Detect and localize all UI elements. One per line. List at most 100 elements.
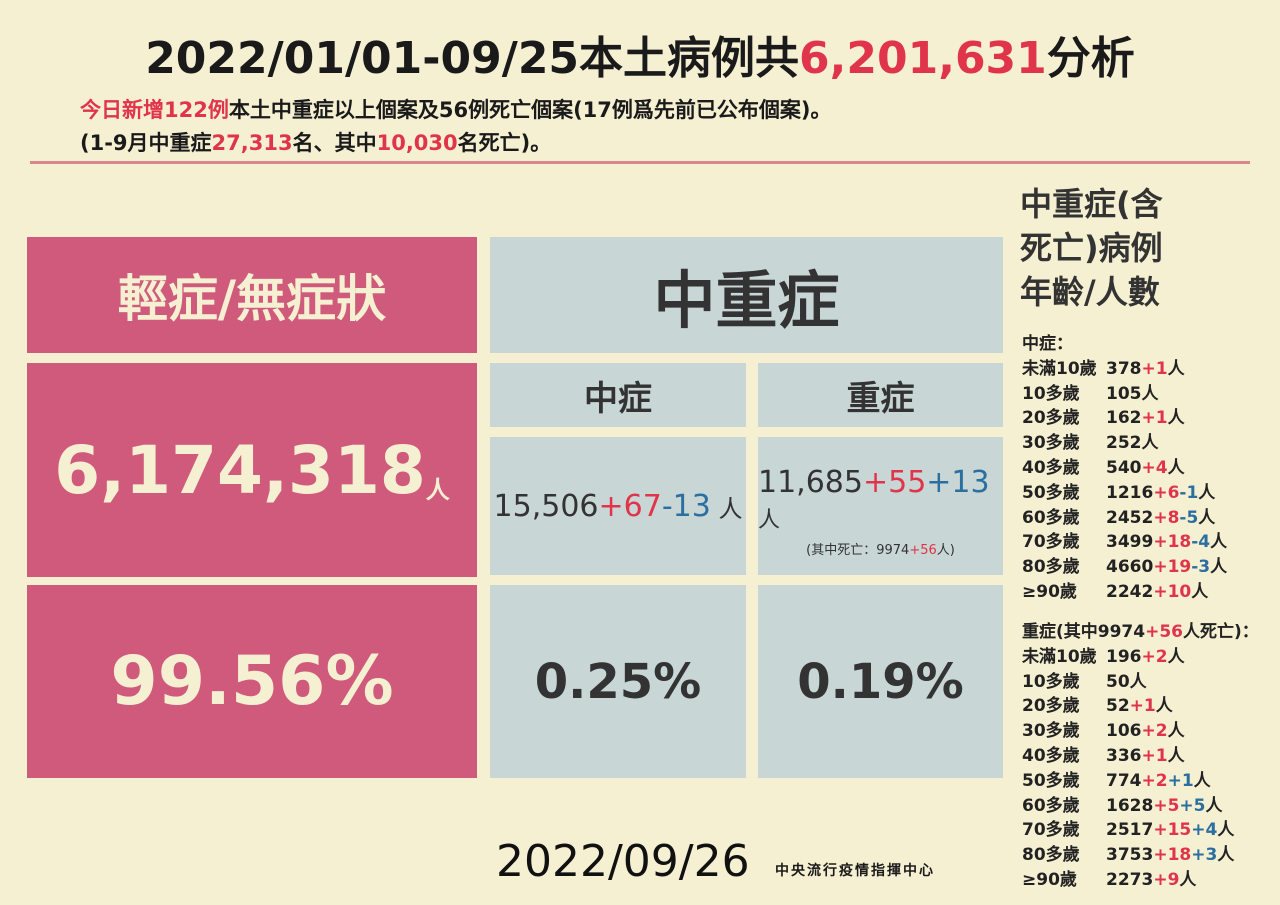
age-row: 60多歲 1628+5+5人: [1022, 794, 1259, 819]
count-line: 11,685+55+13 人: [758, 465, 1003, 535]
count: 50: [1106, 671, 1130, 692]
change: -3: [1191, 557, 1211, 578]
count: 3499: [1106, 532, 1154, 553]
header: 重症: [846, 378, 915, 419]
highlight: 27,313: [211, 131, 293, 155]
unit: 人: [1129, 671, 1147, 692]
count: 540: [1106, 457, 1142, 478]
unit: 人: [1167, 745, 1185, 766]
unit: 人: [1167, 408, 1185, 429]
header: 輕症/無症狀: [117, 270, 387, 328]
age-row: 40多歲 336+1人: [1022, 744, 1259, 769]
change: +6: [1153, 482, 1180, 503]
title-total: 6,201,631: [799, 33, 1047, 84]
age-row: 50多歲 1216+6-1人: [1022, 481, 1227, 506]
age: 未滿10歲: [1022, 646, 1097, 667]
subtitle: (1-9月中重症27,313名、其中10,030名死亡)。: [80, 127, 551, 157]
moderate-percent: 0.25%: [490, 585, 746, 778]
agency: 中央流行疫情指揮中心: [775, 863, 935, 879]
note-add: +56: [909, 542, 937, 558]
change: +4: [1141, 457, 1168, 478]
age: 10多歲: [1022, 671, 1080, 692]
count: 15,506: [493, 488, 599, 524]
new: +55: [862, 464, 927, 500]
unit: 人: [758, 507, 781, 533]
age: 70多歲: [1022, 532, 1080, 553]
age: ≥90歲: [1022, 581, 1077, 602]
age: 50多歲: [1022, 770, 1080, 791]
unit: 人: [1155, 696, 1173, 717]
severe-percent: 0.19%: [758, 585, 1003, 778]
highlight: 10,030: [376, 131, 458, 155]
change: +19: [1153, 557, 1192, 578]
header: 中症: [584, 378, 652, 419]
change: -4: [1191, 532, 1211, 553]
change: +2: [1141, 770, 1168, 791]
mild-count-cell: 6,174,318 人: [27, 363, 477, 577]
unit: 人: [1198, 482, 1216, 503]
change: +1: [1129, 696, 1156, 717]
change: +2: [1141, 646, 1168, 667]
change: +18: [1153, 845, 1192, 866]
age: 30多歲: [1022, 433, 1080, 454]
highlight: 今日新增122例: [80, 98, 229, 122]
unit: 人: [1217, 820, 1235, 841]
count: 1628: [1106, 795, 1154, 816]
unit: 人: [1191, 581, 1209, 602]
unit: 人: [1141, 383, 1159, 404]
age-row: 未滿10歲 196+2人: [1022, 645, 1259, 670]
count: 2273: [1106, 869, 1154, 890]
unit: 人: [425, 476, 450, 504]
percent: 0.19%: [797, 653, 964, 710]
count: 196: [1106, 646, 1142, 667]
text: (1-9月中重症: [80, 131, 212, 155]
count: 162: [1106, 408, 1142, 429]
heading-text: 重症(其中9974: [1022, 622, 1146, 642]
severe-total-header: 中重症: [490, 237, 1003, 353]
note-text: (其中死亡：9974: [806, 542, 910, 558]
unit: 人: [1141, 433, 1159, 454]
heading: 重症(其中9974+56人死亡)：: [1022, 620, 1259, 645]
age: 10多歲: [1022, 383, 1080, 404]
age: 20多歲: [1022, 696, 1080, 717]
age: 未滿10歲: [1022, 358, 1097, 379]
severe-header: 重症: [758, 363, 1003, 427]
percent: 0.25%: [534, 653, 702, 710]
change: +15: [1153, 820, 1192, 841]
percent: 99.56%: [110, 642, 394, 721]
count: 2452: [1106, 507, 1154, 528]
count: 2242: [1106, 581, 1154, 602]
note-text: 人): [936, 542, 955, 558]
age-row: 30多歲 106+2人: [1022, 719, 1259, 744]
change: +1: [1141, 745, 1168, 766]
date: 2022/09/26: [496, 836, 750, 887]
change: +3: [1191, 845, 1218, 866]
count: 1216: [1106, 482, 1154, 503]
unit: 人: [1210, 557, 1228, 578]
change: -5: [1179, 507, 1199, 528]
age-row: ≥90歲 2273+9人: [1022, 868, 1259, 893]
unit: 人: [1167, 646, 1185, 667]
deaths: +13: [926, 464, 990, 500]
change: +1: [1141, 358, 1168, 379]
heading-text: 人死亡)：: [1183, 622, 1259, 642]
unit: 人: [1167, 721, 1185, 742]
change: +18: [1153, 532, 1192, 553]
count: 6,174,318: [54, 431, 426, 509]
moderate-header: 中症: [490, 363, 746, 427]
header: 中重症: [653, 264, 840, 337]
age: 30多歲: [1022, 721, 1080, 742]
change: +10: [1153, 581, 1192, 602]
change: +4: [1191, 820, 1218, 841]
title-line: 中重症(含: [1020, 185, 1163, 223]
reduced: -13: [661, 488, 711, 524]
change: -1: [1179, 482, 1199, 503]
age: 50多歲: [1022, 482, 1080, 503]
heading-add: +56: [1145, 622, 1183, 642]
count: 2517: [1106, 820, 1154, 841]
age-row: 未滿10歲 378+1人: [1022, 357, 1227, 382]
count: 105: [1106, 383, 1142, 404]
age-panel-title: 中重症(含 死亡)病例 年齡/人數: [1020, 182, 1163, 314]
severe-count-cell: 11,685+55+13 人 (其中死亡：9974+56人): [758, 437, 1003, 575]
